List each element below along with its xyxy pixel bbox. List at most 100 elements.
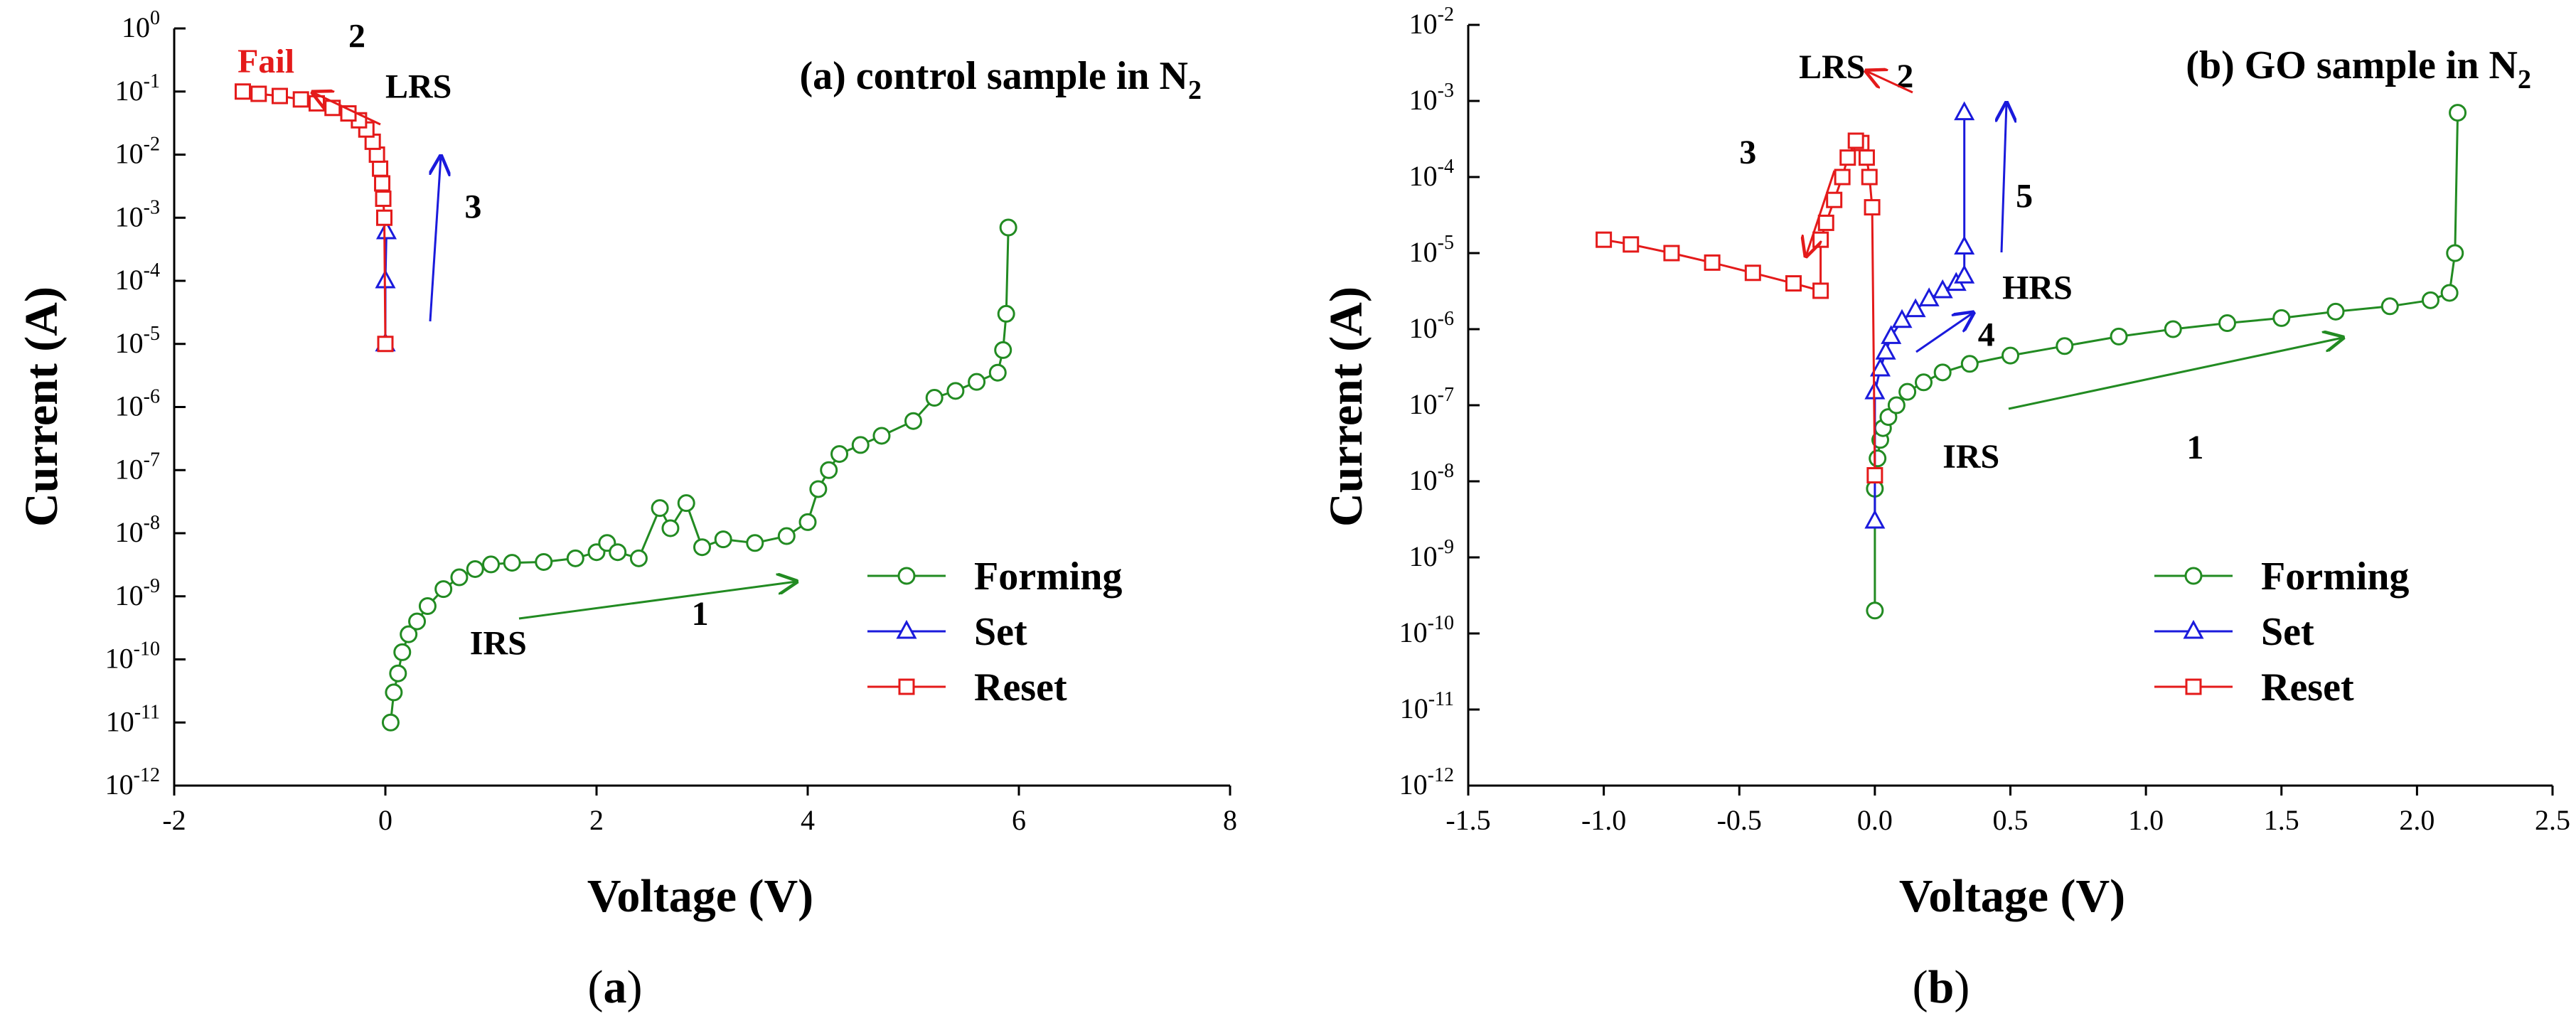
forming-point	[2440, 284, 2459, 302]
forming-point	[968, 373, 986, 391]
y-tick-label: 10-10	[105, 638, 160, 675]
reset-point	[1744, 264, 1761, 282]
y-tick-label: 10-10	[1399, 612, 1454, 648]
forming-point	[434, 580, 453, 599]
reset-point	[375, 191, 392, 208]
forming-point	[535, 552, 553, 571]
reset-point	[376, 209, 393, 226]
forming-point	[1879, 408, 1898, 427]
legend-set-marker	[896, 619, 917, 639]
set-point	[1954, 101, 1975, 121]
arrows-a	[313, 92, 796, 620]
y-axis-title-b: Current (A)	[1320, 287, 1372, 527]
forming-point	[988, 363, 1007, 382]
forming-point	[566, 549, 584, 567]
annotation-label: IRS	[470, 624, 527, 662]
y-tick-label: 10-3	[1409, 80, 1454, 116]
chart-panel-a: -2 0 2 4 6 8 10010-110-210-310-410-510-610-71…	[16, 7, 1237, 1013]
reset-point	[377, 336, 394, 353]
forming-point	[503, 554, 521, 572]
set-point	[1954, 264, 1975, 284]
forming-point	[946, 382, 965, 400]
chart-title-a: (a) control sample in N2	[800, 54, 1202, 105]
forming-point	[466, 560, 484, 578]
forming-point	[994, 341, 1012, 359]
reset-point	[1858, 149, 1875, 166]
forming-point	[418, 596, 437, 615]
annotation-label: 4	[1978, 316, 1995, 354]
forming-point	[1960, 355, 1979, 373]
reset-point	[1866, 467, 1883, 484]
forming-point	[381, 713, 400, 732]
y-tick-label: 10-1	[115, 70, 160, 107]
reset-point	[1663, 245, 1680, 262]
y-tick-label: 10-7	[1409, 384, 1454, 420]
arrow-2-a	[313, 92, 381, 126]
forming-point	[798, 513, 817, 531]
forming-point	[393, 643, 412, 661]
reset-point	[1812, 282, 1829, 299]
y-tick-label: 10-2	[115, 134, 160, 170]
legend-forming-label: Forming	[974, 555, 1122, 599]
reset-point	[1704, 254, 1721, 271]
reset-point	[374, 175, 391, 192]
set-point	[1875, 341, 1896, 360]
x-ticks-b: -1.5 -1.0 -0.5 0.0 0.5 1.0 1.5 2.0 2.5	[1445, 786, 2570, 836]
forming-point	[651, 499, 669, 518]
y-tick-label: 10-5	[115, 323, 160, 359]
reset-point	[235, 83, 252, 100]
forming-point	[1887, 396, 1906, 414]
forming-point	[385, 683, 403, 702]
reset-point	[1623, 236, 1640, 253]
x-axis-title-b: Voltage (V)	[1899, 870, 2125, 922]
forming-point	[2446, 244, 2464, 262]
y-tick-label: 10-6	[1409, 308, 1454, 344]
y-ticks-b: 10-2 10-3 10-4 10-5 10-6 10-7 10-8 10-9 10-10 10-…	[1399, 4, 1480, 801]
forming-point	[2218, 314, 2236, 333]
reset-point	[1596, 231, 1613, 248]
legend-forming-label: Forming	[2261, 555, 2409, 599]
forming-point	[714, 530, 732, 549]
series-layer-a	[235, 83, 1017, 732]
x-tick-label: 2.0	[2399, 804, 2435, 836]
set-point	[1954, 235, 1975, 255]
x-tick-label: 4	[801, 804, 815, 836]
x-tick-label: 2.5	[2535, 804, 2570, 836]
x-tick-label: 1.5	[2264, 804, 2299, 836]
y-tick-label: 10-3	[115, 196, 160, 232]
set-point	[1891, 309, 1913, 328]
reset-point	[1847, 132, 1864, 149]
forming-point	[2421, 291, 2439, 309]
forming-point	[693, 538, 711, 557]
reset-point	[1817, 214, 1834, 231]
annotation-label: 3	[1739, 134, 1756, 171]
y-tick-label: 10-12	[1399, 764, 1454, 801]
y-tick-label: 10-2	[1409, 4, 1454, 40]
y-tick-label: 10-9	[1409, 536, 1454, 572]
forming-point	[2449, 104, 2467, 122]
forming-point	[1898, 382, 1917, 401]
reset-point	[1826, 191, 1843, 208]
arrow-1-b	[2008, 338, 2343, 410]
x-tick-label: 0	[378, 804, 392, 836]
annotation-label: 1	[692, 595, 709, 633]
y-axis-title-a: Current (A)	[16, 287, 68, 527]
y-tick-label: 10-9	[115, 575, 160, 611]
x-tick-label: 0.5	[1993, 804, 2029, 836]
arrow-5-b	[2002, 103, 2006, 253]
forming-point	[482, 555, 500, 574]
reset-point	[1839, 149, 1856, 166]
forming-point	[2326, 302, 2345, 321]
y-tick-label: 10-6	[115, 386, 160, 422]
annotation-label: LRS	[385, 68, 451, 105]
forming-point	[400, 625, 418, 643]
annotation-label: IRS	[1942, 438, 1999, 476]
forming-point	[830, 445, 849, 464]
annotation-label: 3	[464, 188, 481, 225]
forming-point	[997, 304, 1015, 323]
forming-point	[677, 494, 695, 513]
annotation-label: 1	[2186, 429, 2203, 466]
x-tick-label: 6	[1012, 804, 1026, 836]
forming-point	[2272, 309, 2291, 327]
